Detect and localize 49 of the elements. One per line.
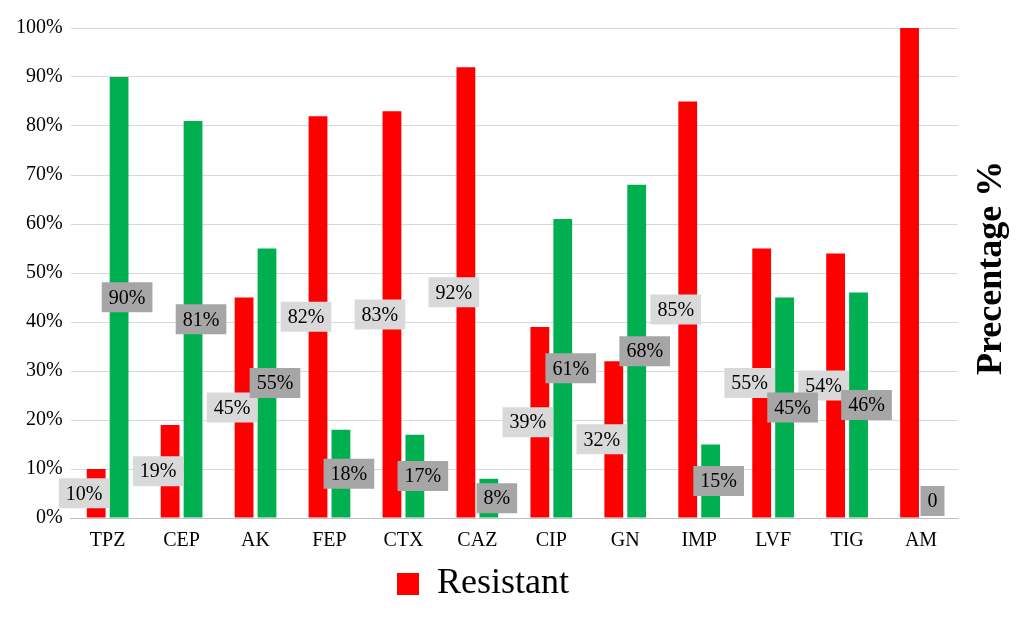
data-label: 85% xyxy=(657,297,695,320)
data-label: 32% xyxy=(583,427,621,450)
y-tick-label: 70% xyxy=(25,162,63,185)
data-label: 55% xyxy=(731,371,769,394)
data-label: 10% xyxy=(65,481,103,504)
data-label: 8% xyxy=(483,486,511,509)
data-label: 55% xyxy=(256,371,294,394)
legend-label: Resistant xyxy=(437,561,569,602)
x-tick-label: AM xyxy=(904,528,938,551)
data-label: 46% xyxy=(848,393,885,416)
data-label: 17% xyxy=(404,464,442,487)
data-label: 68% xyxy=(626,339,664,362)
data-label: 0 xyxy=(927,489,938,512)
y-tick-label: 20% xyxy=(25,407,63,430)
data-label: 18% xyxy=(330,461,368,484)
x-tick-label: LVF xyxy=(755,528,792,551)
data-label: 15% xyxy=(700,469,737,492)
x-tick-label: FEP xyxy=(312,528,347,551)
x-tick-label: TPZ xyxy=(89,528,126,551)
data-label: 61% xyxy=(552,356,590,379)
y-tick-label: 90% xyxy=(25,64,63,87)
data-label: 54% xyxy=(805,373,842,396)
data-label: 92% xyxy=(435,280,473,303)
y-axis-title: Precentage % xyxy=(968,159,1010,378)
data-label: 39% xyxy=(509,410,547,433)
y-tick-label: 30% xyxy=(25,358,63,381)
y-tick-label: 60% xyxy=(25,211,63,234)
data-label: 81% xyxy=(182,307,220,330)
y-tick-label: 40% xyxy=(25,309,63,332)
bar xyxy=(900,28,919,518)
x-tick-label: IMP xyxy=(681,528,717,551)
x-tick-label: AK xyxy=(241,528,271,551)
y-tick-label: 100% xyxy=(15,15,63,38)
data-label: 83% xyxy=(361,302,399,325)
data-label: 82% xyxy=(287,305,325,328)
x-tick-label: CIP xyxy=(535,528,567,551)
data-label: 90% xyxy=(108,285,146,308)
x-tick-label: CTX xyxy=(383,528,424,551)
y-tick-label: 50% xyxy=(25,260,63,283)
data-label: 45% xyxy=(774,395,811,418)
x-tick-label: GN xyxy=(610,528,640,551)
x-tick-label: CEP xyxy=(163,528,200,551)
data-label: 45% xyxy=(213,395,251,418)
y-tick-label: 10% xyxy=(25,456,63,479)
y-tick-label: 80% xyxy=(25,113,63,136)
data-label: 19% xyxy=(139,459,177,482)
x-tick-label: CAZ xyxy=(457,528,498,551)
x-tick-label: TIG xyxy=(830,528,864,551)
y-tick-label: 0% xyxy=(35,505,63,528)
